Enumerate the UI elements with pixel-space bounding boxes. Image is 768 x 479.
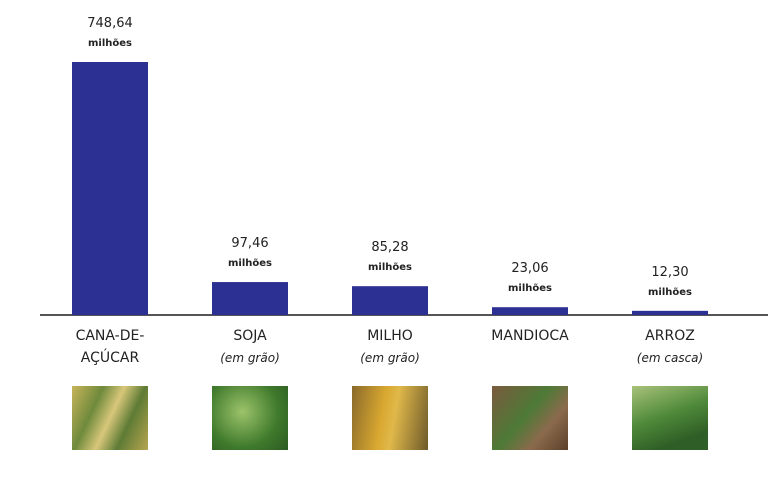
bar [632,310,708,315]
bar [352,286,428,315]
category-note: (em casca) [636,351,704,365]
bar [72,62,148,315]
photo-rice [632,386,708,450]
value-label: 85,28 [371,240,409,256]
value-label: 97,46 [231,236,269,252]
unit-label: milhões [88,38,132,49]
unit-label: milhões [368,262,412,274]
value-label: 12,30 [651,264,689,280]
category-label: MANDIOCA [491,328,569,344]
unit-label: milhões [648,286,692,298]
unit-label: milhões [508,283,552,295]
category-label: CANA-DE-AÇÚCAR [75,328,145,366]
category-note: (em grão) [220,351,280,365]
value-label: 748,64 [87,16,133,31]
category-label: MILHO [367,328,413,344]
bar [492,307,568,315]
bar [212,282,288,315]
photo-sugarcane [72,386,148,450]
unit-label: milhões [228,258,272,270]
photo-cassava [492,386,568,450]
category-label: SOJA [233,328,267,344]
value-label: 23,06 [511,261,549,277]
photo-corn [352,386,428,450]
photo-soy [212,386,288,450]
category-label: ARROZ [645,328,695,344]
category-note: (em grão) [360,351,420,365]
